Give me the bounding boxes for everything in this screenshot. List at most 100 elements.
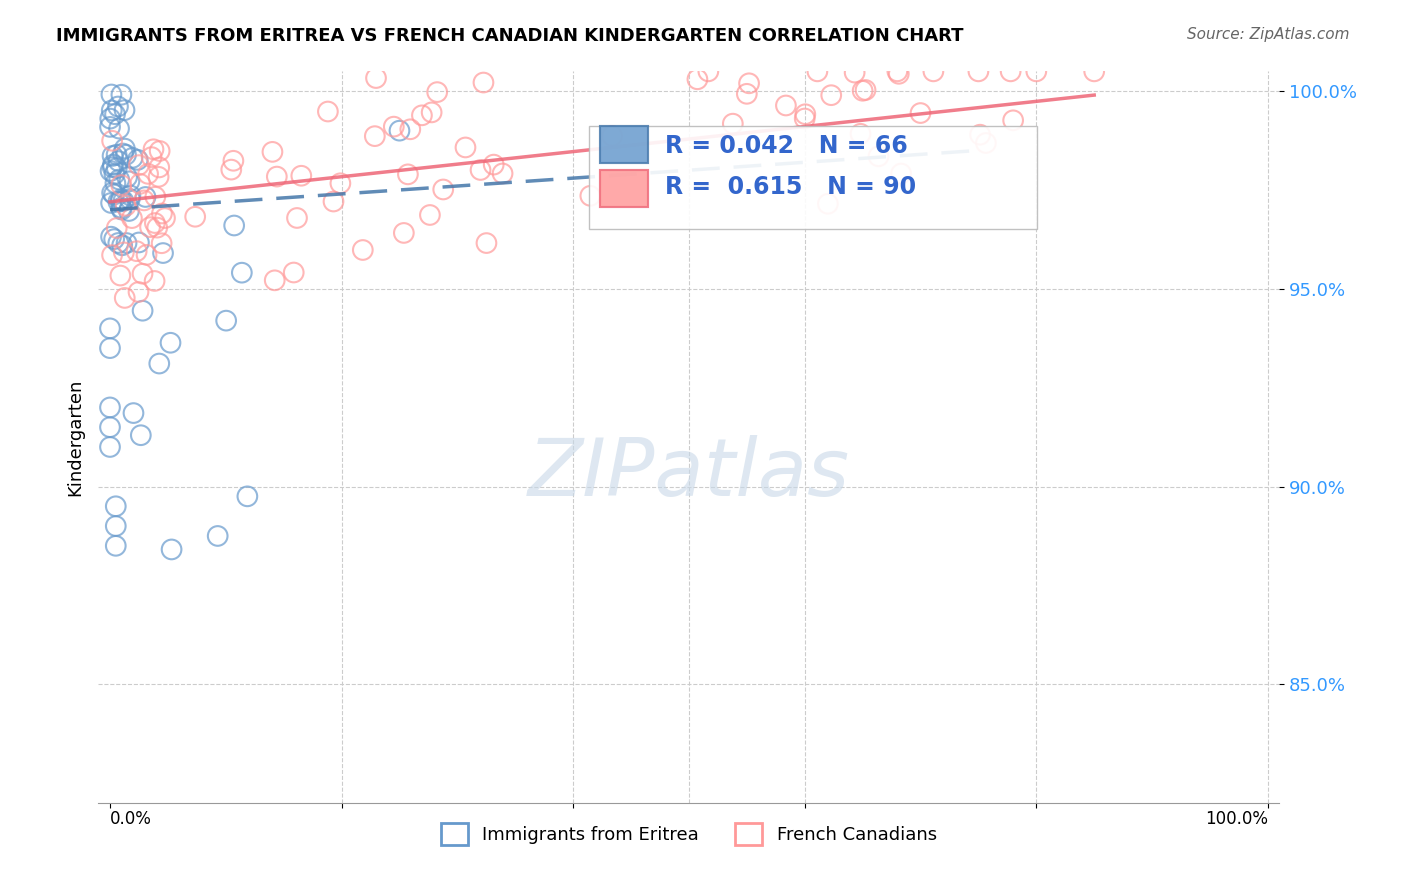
Point [100, 229, 122, 244]
Point [110, 178, 132, 192]
Point [150, 236, 173, 251]
Point [849, 127, 872, 141]
Point [231, 266, 253, 280]
Point [110, 87, 132, 102]
Point [890, 167, 912, 181]
Point [98, 440, 121, 454]
Point [118, 174, 141, 188]
Point [266, 169, 288, 184]
Point [108, 121, 131, 136]
Point [579, 189, 602, 203]
Point [129, 428, 152, 442]
Point [236, 489, 259, 503]
Point [111, 238, 134, 252]
Point [352, 243, 374, 257]
Point [114, 103, 136, 117]
Point [101, 134, 124, 148]
Point [98, 120, 121, 134]
Point [820, 88, 842, 103]
Text: 100.0%: 100.0% [1205, 810, 1268, 828]
Point [738, 76, 761, 90]
FancyBboxPatch shape [600, 170, 648, 207]
Point [107, 235, 129, 250]
Point [868, 149, 890, 163]
Point [148, 169, 170, 184]
Point [100, 196, 122, 211]
Point [135, 248, 157, 262]
Point [111, 202, 134, 217]
Point [1002, 113, 1025, 128]
Point [104, 519, 127, 533]
Point [114, 291, 136, 305]
Point [121, 151, 143, 165]
Point [159, 335, 181, 350]
Text: R =  0.615   N = 90: R = 0.615 N = 90 [665, 175, 917, 199]
Point [686, 72, 709, 87]
Point [150, 206, 173, 220]
Point [262, 145, 284, 159]
Point [110, 194, 132, 209]
Point [419, 208, 441, 222]
Point [101, 186, 124, 200]
Point [735, 87, 758, 101]
Point [922, 64, 945, 78]
Text: ZIPatlas: ZIPatlas [527, 434, 851, 513]
Point [364, 129, 387, 144]
Point [967, 64, 990, 78]
Point [136, 167, 159, 181]
Point [125, 244, 148, 259]
Point [131, 303, 153, 318]
Point [104, 500, 127, 514]
Point [100, 164, 122, 178]
Point [115, 170, 138, 185]
Y-axis label: Kindergarten: Kindergarten [66, 378, 84, 496]
Text: R = 0.042   N = 66: R = 0.042 N = 66 [665, 134, 908, 158]
Point [110, 201, 132, 215]
Point [454, 140, 477, 154]
Point [148, 357, 170, 371]
Point [285, 211, 308, 225]
FancyBboxPatch shape [589, 126, 1038, 228]
Point [411, 108, 433, 122]
Legend: Immigrants from Eritrea, French Canadians: Immigrants from Eritrea, French Canadian… [433, 816, 945, 852]
Point [721, 117, 744, 131]
Point [910, 106, 932, 120]
Point [105, 147, 128, 161]
Point [399, 122, 422, 136]
Point [127, 153, 149, 167]
Point [426, 85, 449, 99]
Point [1000, 64, 1022, 78]
Point [98, 321, 121, 335]
Point [396, 167, 419, 181]
Point [101, 149, 124, 163]
Point [482, 158, 505, 172]
Point [160, 542, 183, 557]
Point [470, 163, 492, 178]
Point [107, 99, 129, 113]
Point [104, 539, 127, 553]
Point [224, 219, 246, 233]
Point [105, 161, 128, 175]
Point [129, 177, 152, 191]
Point [844, 65, 866, 79]
Text: 0.0%: 0.0% [110, 810, 152, 828]
Point [852, 84, 875, 98]
Point [103, 187, 125, 202]
Point [100, 87, 122, 102]
Point [222, 153, 245, 168]
Point [794, 107, 817, 121]
Point [364, 70, 387, 85]
Point [969, 128, 991, 142]
Point [388, 123, 411, 137]
Point [115, 235, 138, 250]
Point [806, 64, 828, 78]
Point [697, 64, 720, 78]
Point [143, 190, 166, 204]
Point [392, 226, 415, 240]
Point [887, 67, 910, 81]
Point [139, 220, 162, 235]
Point [118, 204, 141, 219]
Point [128, 158, 150, 172]
Point [152, 246, 174, 260]
Point [112, 194, 135, 208]
